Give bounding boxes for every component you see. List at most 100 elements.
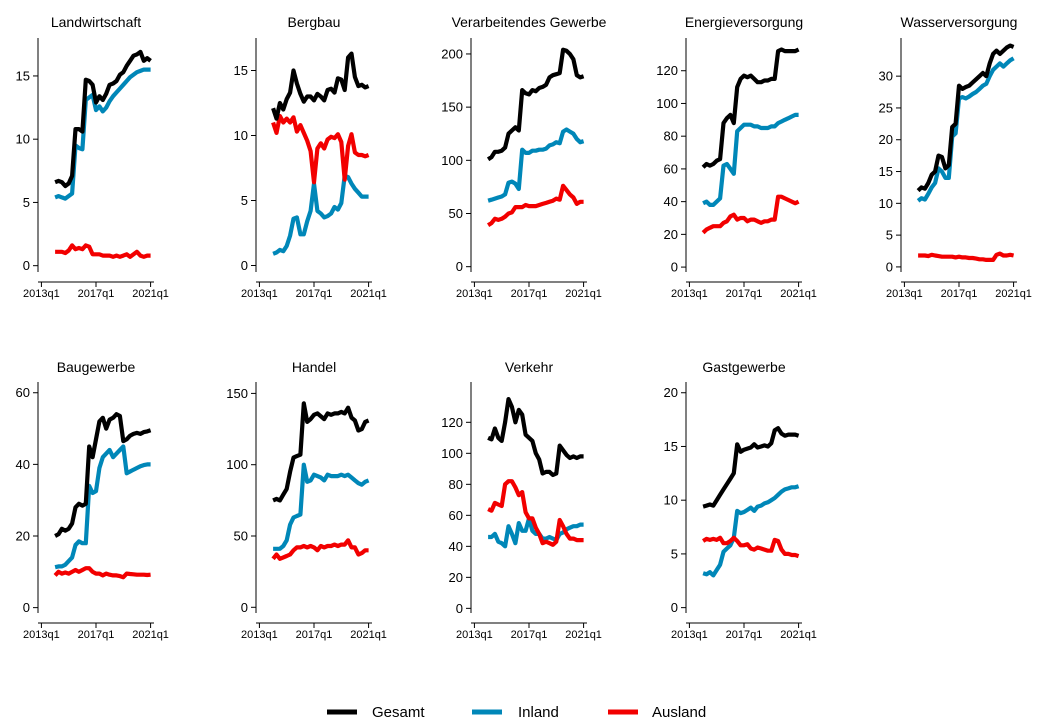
y-tick-label-verkehr: 120 xyxy=(441,415,463,430)
y-tick-label-wasserversorgung: 5 xyxy=(886,228,893,243)
panel-bergbau: Bergbau 0 5 10 15 2013q1 2017q1 2021q1 xyxy=(234,14,387,300)
y-tick-label-energieversorgung: 80 xyxy=(664,129,678,144)
y-tick-label-energieversorgung: 60 xyxy=(664,161,678,176)
panel-title-verkehr: Verkehr xyxy=(505,359,554,375)
legend-item-inland: Inland xyxy=(472,704,559,720)
series-line-inland-energieversorgung xyxy=(702,112,799,207)
y-tick-label-wasserversorgung: 15 xyxy=(879,164,893,179)
y-tick-label-verkehr: 0 xyxy=(456,601,463,616)
series-line-gesamt-verarbeitendes-gewerbe xyxy=(486,47,585,162)
y-tick-label-bergbau: 10 xyxy=(234,128,248,143)
x-tick-label-bergbau: 2017q1 xyxy=(296,288,333,300)
series-line-inland-verkehr xyxy=(488,516,584,549)
panel-title-handel: Handel xyxy=(292,359,336,375)
x-tick-label-energieversorgung: 2021q1 xyxy=(780,288,817,300)
series-line-ausland-bergbau xyxy=(271,113,370,185)
y-tick-label-landwirtschaft: 15 xyxy=(16,68,30,83)
series-line-gesamt-gastgewerbe xyxy=(702,426,800,509)
y-tick-label-gastgewerbe: 15 xyxy=(664,439,678,454)
y-tick-label-gastgewerbe: 5 xyxy=(671,546,678,561)
y-tick-label-handel: 150 xyxy=(226,386,248,401)
y-tick-label-landwirtschaft: 10 xyxy=(16,132,30,147)
x-tick-label-handel: 2021q1 xyxy=(350,629,387,641)
series-line-gesamt-baugewerbe xyxy=(54,412,152,538)
series-line-gesamt-wasserversorgung xyxy=(916,43,1015,193)
series-line-inland-verarbeitendes-gewerbe xyxy=(487,127,585,203)
y-tick-label-gastgewerbe: 20 xyxy=(664,385,678,400)
series-line-inland-baugewerbe xyxy=(54,444,151,570)
y-tick-label-verkehr: 40 xyxy=(449,539,463,554)
panel-title-bergbau: Bergbau xyxy=(288,14,341,30)
x-tick-label-gastgewerbe: 2013q1 xyxy=(671,629,708,641)
series-line-inland-handel xyxy=(273,462,370,551)
y-tick-label-wasserversorgung: 20 xyxy=(879,132,893,147)
legend-label-inland: Inland xyxy=(518,704,559,720)
series-line-inland-wasserversorgung xyxy=(916,56,1015,203)
series-line-ausland-handel xyxy=(271,538,369,561)
panel-wasserversorgung: Wasserversorgung 0 5 10 15 20 25 30 2013q1 2017q1… xyxy=(879,14,1032,300)
x-tick-label-verkehr: 2021q1 xyxy=(565,629,602,641)
y-tick-label-energieversorgung: 100 xyxy=(656,96,678,111)
x-tick-label-bergbau: 2021q1 xyxy=(350,288,387,300)
y-tick-label-energieversorgung: 120 xyxy=(656,63,678,78)
panel-title-wasserversorgung: Wasserversorgung xyxy=(901,14,1018,30)
x-tick-label-energieversorgung: 2017q1 xyxy=(726,288,763,300)
series-line-inland-landwirtschaft xyxy=(54,67,151,201)
series-line-ausland-verarbeitendes-gewerbe xyxy=(486,183,584,227)
x-tick-label-wasserversorgung: 2017q1 xyxy=(941,288,978,300)
y-tick-label-handel: 100 xyxy=(226,457,248,472)
y-tick-label-handel: 0 xyxy=(241,600,248,615)
x-tick-label-verarbeitendes-gewerbe: 2013q1 xyxy=(456,288,493,300)
y-tick-label-verarbeitendes-gewerbe: 50 xyxy=(449,206,463,221)
y-tick-label-verarbeitendes-gewerbe: 150 xyxy=(441,100,463,115)
y-tick-label-bergbau: 15 xyxy=(234,63,248,78)
y-tick-label-verarbeitendes-gewerbe: 200 xyxy=(441,46,463,61)
series-line-gesamt-verkehr xyxy=(487,397,584,478)
x-tick-label-handel: 2017q1 xyxy=(296,629,333,641)
series-line-gesamt-energieversorgung xyxy=(701,47,800,169)
panel-verarbeitendes-gewerbe: Verarbeitendes Gewerbe 0 50 100 150 200 2013q1… xyxy=(441,14,606,300)
series-line-gesamt-handel xyxy=(272,401,370,503)
y-tick-label-verkehr: 20 xyxy=(449,570,463,585)
panel-baugewerbe: Baugewerbe 0 20 40 60 2013q1 2017q1 2021q1 xyxy=(16,359,169,641)
legend-item-ausland: Ausland xyxy=(608,704,706,720)
panel-energieversorgung: Energieversorgung 0 20 40 60 80 100 120 2013q1 20… xyxy=(656,14,817,300)
series-line-ausland-wasserversorgung xyxy=(918,251,1015,262)
y-tick-label-baugewerbe: 20 xyxy=(16,529,30,544)
series-line-ausland-verkehr xyxy=(487,479,584,547)
legend-item-gesamt: Gesamt xyxy=(327,704,425,720)
y-tick-label-bergbau: 0 xyxy=(241,258,248,273)
panel-landwirtschaft: Landwirtschaft 0 5 10 15 2013q1 2017q1 2021q1 xyxy=(16,14,169,300)
y-tick-label-landwirtschaft: 0 xyxy=(23,258,30,273)
y-tick-label-verkehr: 80 xyxy=(449,477,463,492)
x-tick-label-handel: 2013q1 xyxy=(241,629,278,641)
x-tick-label-bergbau: 2013q1 xyxy=(241,288,278,300)
y-tick-label-bergbau: 5 xyxy=(241,193,248,208)
y-tick-label-wasserversorgung: 0 xyxy=(886,259,893,274)
x-tick-label-baugewerbe: 2017q1 xyxy=(78,629,115,641)
x-tick-label-baugewerbe: 2021q1 xyxy=(132,629,169,641)
series-line-inland-gastgewerbe xyxy=(702,484,800,578)
x-tick-label-verkehr: 2017q1 xyxy=(511,629,548,641)
x-tick-label-gastgewerbe: 2021q1 xyxy=(780,629,817,641)
y-tick-label-gastgewerbe: 10 xyxy=(664,493,678,508)
y-tick-label-baugewerbe: 0 xyxy=(23,600,30,615)
panel-gastgewerbe: Gastgewerbe 0 5 10 15 20 2013q1 2017q1 2021q1 xyxy=(664,359,817,641)
x-tick-label-baugewerbe: 2013q1 xyxy=(23,629,60,641)
panel-handel: Handel 0 50 100 150 2013q1 2017q1 2021q1 xyxy=(226,359,387,641)
y-tick-label-verkehr: 60 xyxy=(449,508,463,523)
legend-label-gesamt: Gesamt xyxy=(372,704,425,720)
y-tick-label-gastgewerbe: 0 xyxy=(671,600,678,615)
x-tick-label-verarbeitendes-gewerbe: 2021q1 xyxy=(565,288,602,300)
panel-title-energieversorgung: Energieversorgung xyxy=(685,14,803,30)
y-tick-label-handel: 50 xyxy=(234,529,248,544)
x-tick-label-energieversorgung: 2013q1 xyxy=(671,288,708,300)
legend-label-ausland: Ausland xyxy=(652,704,706,720)
y-tick-label-energieversorgung: 20 xyxy=(664,227,678,242)
series-line-ausland-baugewerbe xyxy=(53,566,151,580)
series-line-ausland-landwirtschaft xyxy=(55,243,151,259)
y-tick-label-landwirtschaft: 5 xyxy=(23,195,30,210)
x-tick-label-verkehr: 2013q1 xyxy=(456,629,493,641)
x-tick-label-wasserversorgung: 2021q1 xyxy=(995,288,1032,300)
